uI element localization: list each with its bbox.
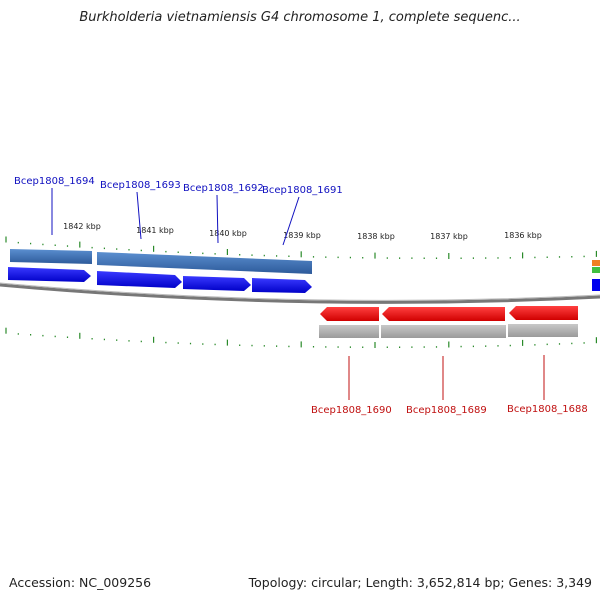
kbp-label: 1840 kbp: [209, 229, 247, 238]
gene-arrow-bcep1808-1694[interactable]: [8, 267, 91, 282]
partial-gene-arrow[interactable]: [592, 279, 600, 291]
chromosome-backbone: [0, 283, 600, 304]
gene-label-bcep1808-1694[interactable]: Bcep1808_1694: [14, 176, 95, 187]
kbp-label: 1836 kbp: [504, 231, 542, 240]
gene-label-bcep1808-1693[interactable]: Bcep1808_1693: [100, 180, 181, 191]
label-leader-line: [216, 194, 219, 244]
forward-gene-labels: Bcep1808_1694 Bcep1808_1693 Bcep1808_169…: [14, 176, 343, 246]
genome-summary-text: Topology: circular; Length: 3,652,814 bp…: [248, 575, 592, 590]
reverse-cds-bar[interactable]: [381, 325, 506, 338]
gene-label-bcep1808-1691[interactable]: Bcep1808_1691: [262, 185, 343, 196]
kbp-label: 1842 kbp: [63, 222, 101, 231]
reverse-cds-track: [319, 324, 578, 338]
kbp-label: 1841 kbp: [136, 226, 174, 235]
partial-green-feature[interactable]: [592, 267, 600, 273]
label-leader-line: [136, 191, 142, 240]
map-title: Burkholderia vietnamiensis G4 chromosome…: [79, 10, 521, 25]
forward-gene-track: [8, 260, 600, 293]
label-leader-line: [282, 196, 300, 246]
accession-text: Accession: NC_009256: [9, 575, 152, 590]
partial-orange-feature[interactable]: [592, 260, 600, 266]
tick-row-top: [5, 236, 598, 259]
gene-arrow-bcep1808-1689[interactable]: [382, 307, 505, 321]
kbp-label: 1837 kbp: [430, 232, 468, 241]
gene-arrow-bcep1808-1693[interactable]: [97, 271, 182, 288]
kbp-label: 1839 kbp: [283, 231, 321, 240]
chromosome-backbone-highlight: [0, 282, 600, 301]
gene-arrow-bcep1808-1688[interactable]: [509, 306, 578, 320]
reverse-cds-bar[interactable]: [508, 324, 578, 337]
reverse-gene-labels: Bcep1808_1690 Bcep1808_1689 Bcep1808_168…: [311, 355, 588, 416]
gene-label-bcep1808-1688[interactable]: Bcep1808_1688: [507, 404, 588, 415]
gene-label-bcep1808-1689[interactable]: Bcep1808_1689: [406, 405, 487, 416]
kbp-label: 1838 kbp: [357, 232, 395, 241]
reverse-gene-track: [320, 306, 578, 321]
gene-label-bcep1808-1692[interactable]: Bcep1808_1692: [183, 183, 264, 194]
gene-arrow-bcep1808-1691[interactable]: [252, 278, 312, 293]
reverse-cds-bar[interactable]: [319, 325, 379, 338]
gene-arrow-bcep1808-1690[interactable]: [320, 307, 379, 321]
forward-cds-bar[interactable]: [10, 249, 92, 264]
forward-cds-bar[interactable]: [97, 252, 312, 274]
forward-cds-track: [10, 249, 312, 274]
kbp-scale: 1842 kbp 1841 kbp 1840 kbp 1839 kbp 1838…: [63, 222, 542, 241]
gene-arrow-bcep1808-1692[interactable]: [183, 276, 251, 291]
tick-row-bottom: [5, 327, 598, 348]
gene-label-bcep1808-1690[interactable]: Bcep1808_1690: [311, 405, 392, 416]
